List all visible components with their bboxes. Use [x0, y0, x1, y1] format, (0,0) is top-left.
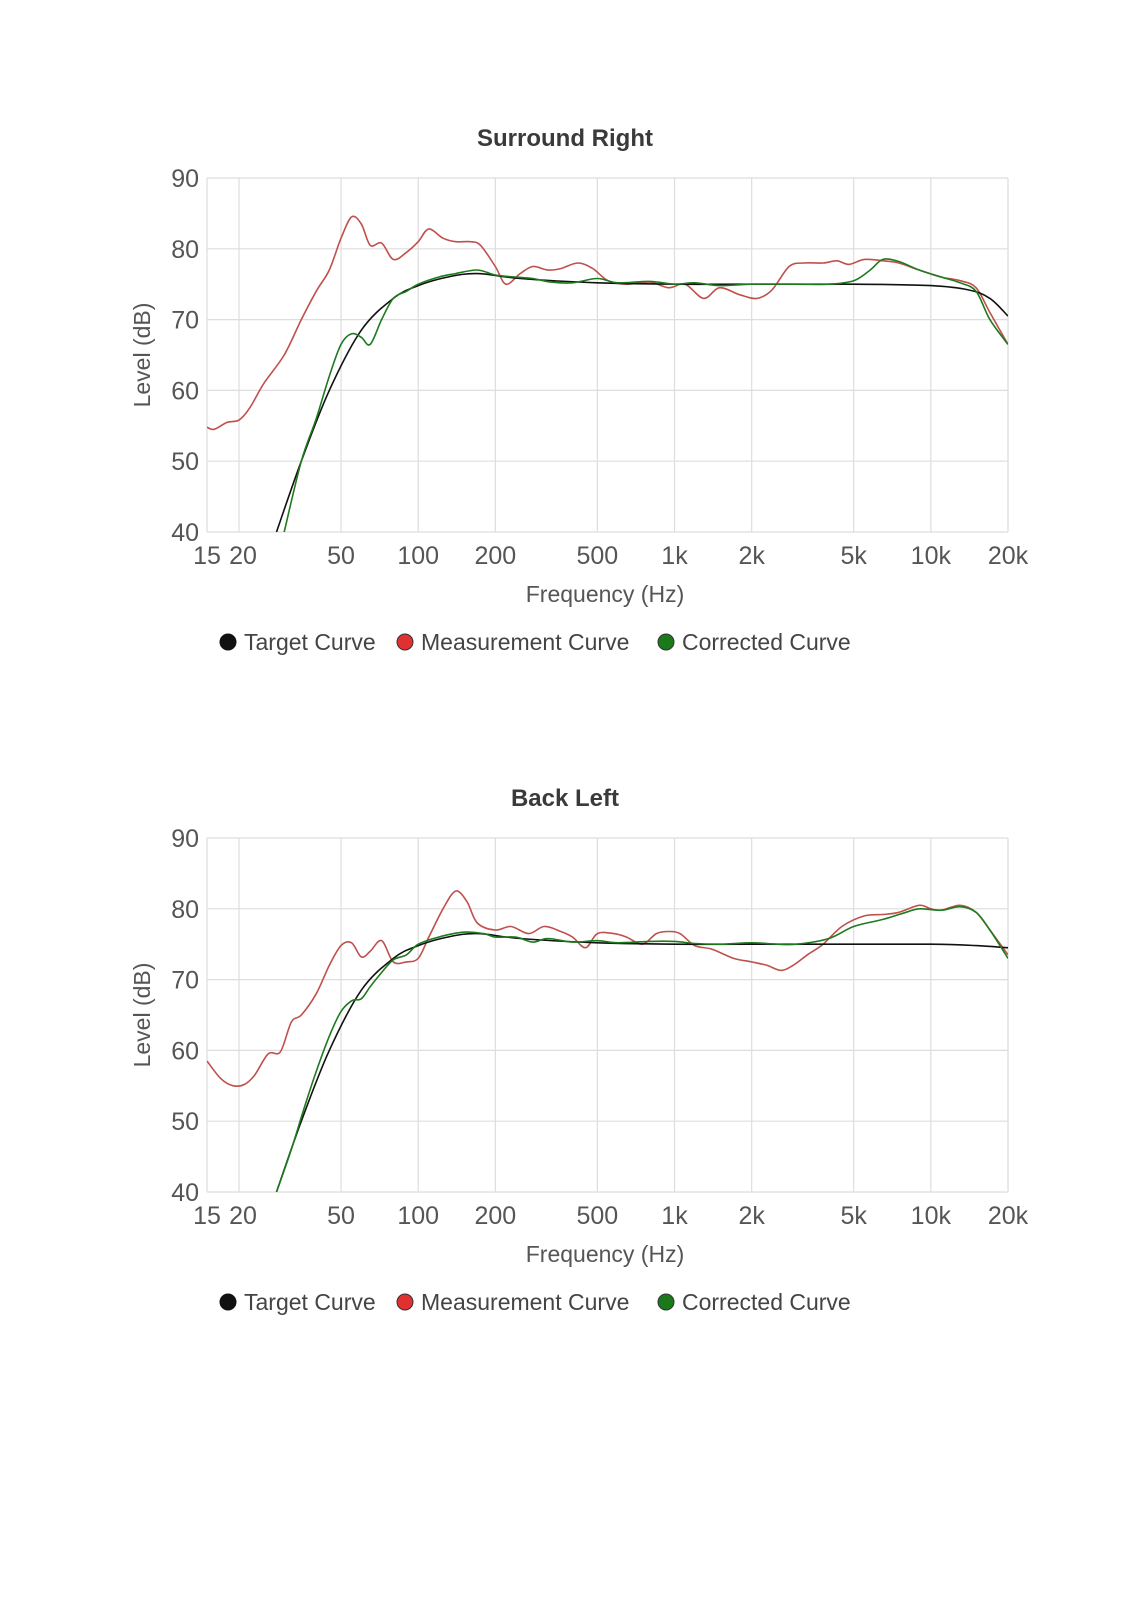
- legend-label-target: Target Curve: [244, 629, 376, 655]
- legend-marker-corrected: [657, 1293, 675, 1311]
- x-tick-label: 200: [474, 1202, 516, 1230]
- x-tick-label: 2k: [738, 542, 765, 570]
- x-tick-label: 15: [193, 542, 221, 570]
- x-tick-label: 5k: [840, 1202, 867, 1230]
- legend-marker-target: [219, 633, 237, 651]
- legend: Target Curve Measurement Curve Corrected C…: [219, 629, 851, 655]
- series-group: [207, 215, 1008, 532]
- chart-title: Surround Right: [477, 125, 653, 152]
- x-tick-label: 200: [474, 542, 516, 570]
- grid: [206, 177, 1009, 533]
- x-tick-label: 20: [229, 1202, 257, 1230]
- x-tick-label: 20k: [988, 1202, 1029, 1230]
- chart-surround-right: Surround Right 40 50 60 70 80 90 15 20 50 100 200 50…: [0, 110, 1130, 710]
- chart-back-left: Back Left 40 50 60 70 80 90 15 20 50 100 200 500 1k 2k…: [0, 770, 1130, 1370]
- y-tick-label: 60: [171, 1037, 199, 1065]
- legend-label-target: Target Curve: [244, 1289, 376, 1315]
- series-line-measurement: [207, 890, 1008, 1088]
- y-tick-label: 90: [171, 165, 199, 193]
- chart-svg: Surround Right 40 50 60 70 80 90 15 20 50 100 200 50…: [129, 125, 1029, 655]
- legend-label-corrected: Corrected Curve: [682, 629, 851, 655]
- series-line-corrected: [275, 905, 1008, 1192]
- chart-title: Back Left: [511, 785, 619, 812]
- y-tick-label: 80: [171, 896, 199, 924]
- series-group: [207, 890, 1008, 1192]
- x-tick-label: 20k: [988, 542, 1029, 570]
- x-tick-label: 50: [327, 542, 355, 570]
- legend: Target Curve Measurement Curve Corrected C…: [219, 1289, 851, 1315]
- y-tick-label: 90: [171, 825, 199, 853]
- x-tick-label: 500: [576, 1202, 618, 1230]
- y-tick-label: 70: [171, 307, 199, 335]
- y-tick-label: 60: [171, 377, 199, 405]
- x-tick-label: 10k: [911, 542, 952, 570]
- x-tick-label: 15: [193, 1202, 221, 1230]
- legend-label-measurement: Measurement Curve: [421, 629, 629, 655]
- x-tick-label: 100: [397, 542, 439, 570]
- legend-marker-target: [219, 1293, 237, 1311]
- series-line-target: [275, 272, 1008, 532]
- legend-label-measurement: Measurement Curve: [421, 1289, 629, 1315]
- legend-marker-corrected: [657, 633, 675, 651]
- series-line-target: [275, 932, 1008, 1192]
- x-tick-label: 5k: [840, 542, 867, 570]
- series-line-measurement: [207, 215, 1008, 431]
- y-tick-label: 70: [171, 967, 199, 995]
- x-tick-label: 2k: [738, 1202, 765, 1230]
- x-tick-label: 20: [229, 542, 257, 570]
- x-tick-label: 1k: [661, 1202, 688, 1230]
- legend-marker-measurement: [396, 1293, 414, 1311]
- x-axis-label: Frequency (Hz): [526, 581, 684, 607]
- y-tick-label: 50: [171, 448, 199, 476]
- grid: [206, 837, 1009, 1193]
- y-tick-label: 40: [171, 1179, 199, 1207]
- y-tick-label: 80: [171, 236, 199, 264]
- x-tick-label: 10k: [911, 1202, 952, 1230]
- y-axis-label: Level (dB): [129, 303, 155, 408]
- x-tick-label: 50: [327, 1202, 355, 1230]
- series-line-corrected: [283, 258, 1008, 532]
- x-tick-label: 1k: [661, 542, 688, 570]
- x-tick-label: 500: [576, 542, 618, 570]
- legend-label-corrected: Corrected Curve: [682, 1289, 851, 1315]
- x-tick-label: 100: [397, 1202, 439, 1230]
- y-axis-label: Level (dB): [129, 963, 155, 1068]
- y-tick-label: 40: [171, 519, 199, 547]
- x-axis-label: Frequency (Hz): [526, 1241, 684, 1267]
- chart-svg: Back Left 40 50 60 70 80 90 15 20 50 100 200 500 1k 2k…: [129, 785, 1029, 1315]
- y-tick-label: 50: [171, 1108, 199, 1136]
- legend-marker-measurement: [396, 633, 414, 651]
